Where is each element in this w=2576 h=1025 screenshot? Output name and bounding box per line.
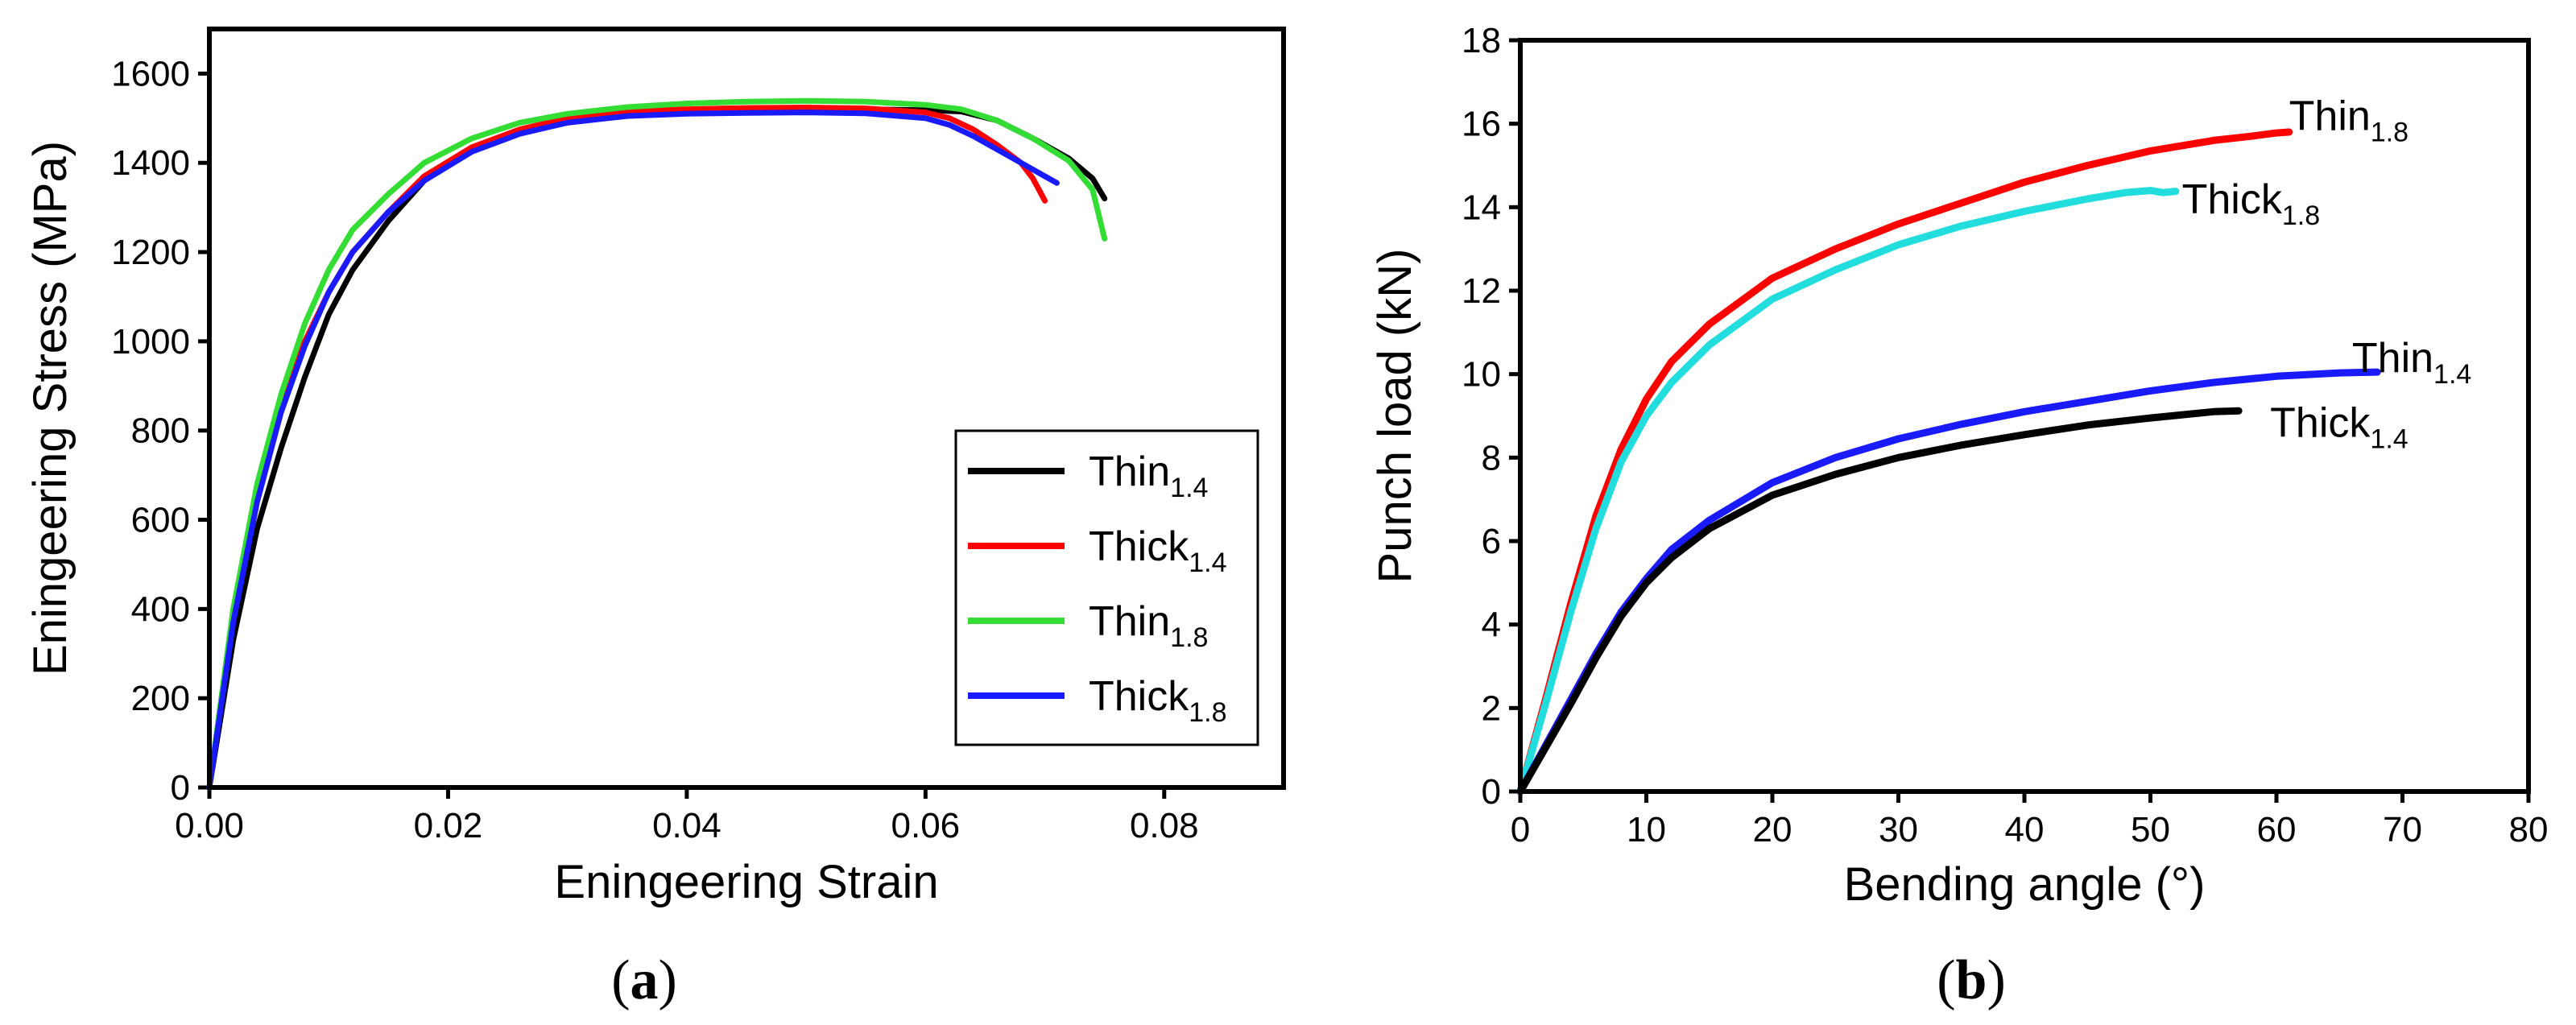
legend-label-thick-1-4: Thick1.4 xyxy=(1089,523,1227,578)
b-y-tick-label: 2 xyxy=(1482,688,1501,728)
a-x-tick-label: 0.06 xyxy=(891,806,961,845)
a-y-tick-label: 800 xyxy=(131,411,190,451)
legend-label-thin-1-4: Thin1.4 xyxy=(1089,448,1208,503)
panel-b-chart: 0 10 20 30 40 50 60 70 80 0 2 4 6 8 10 12 14 16 18 Bending… xyxy=(1369,21,2548,911)
annotation-thick-1-8: Thick1.8 xyxy=(2182,176,2321,231)
panel-b-y-axis-title: Punch load (kN) xyxy=(1369,249,1421,584)
a-y-tick-label: 1000 xyxy=(111,322,190,362)
a-series-line-thick-1-8 xyxy=(206,110,1060,791)
panel-b-x-axis-title: Bending angle (°) xyxy=(1844,858,2206,911)
b-x-tick-label: 80 xyxy=(2509,810,2549,849)
a-series-line-thin-1-8 xyxy=(206,97,1108,791)
a-y-tick-label: 0 xyxy=(171,768,190,808)
panel-a-plot-frame xyxy=(207,27,1286,790)
panel-a-legend: Thin1.4 Thick1.4 Thin1.8 Thick1.8 xyxy=(954,429,1259,746)
b-x-tick-label: 20 xyxy=(1753,810,1792,849)
b-y-tick-label: 4 xyxy=(1482,605,1501,645)
panel-a-chart: 0.00 0.02 0.04 0.06 0.08 0 200 400 600 800 1000 120… xyxy=(24,27,1286,908)
panel-a-caption-label: (a) xyxy=(611,949,677,1011)
a-x-tick-label: 0.02 xyxy=(414,806,483,845)
panel-b-caption-label: (b) xyxy=(1937,949,2006,1011)
b-y-tick-label: 18 xyxy=(1462,21,1501,60)
b-x-tick-label: 70 xyxy=(2383,810,2422,849)
a-x-tick-label: 0.08 xyxy=(1130,806,1199,845)
legend-label-thick-1-8: Thick1.8 xyxy=(1089,673,1227,728)
b-series-line-thick-1-8 xyxy=(1516,187,2180,796)
b-x-tick-label: 40 xyxy=(2005,810,2045,849)
a-y-tick-label: 600 xyxy=(131,501,190,540)
b-y-tick-label: 0 xyxy=(1482,772,1501,812)
legend-label-thin-1-8: Thin1.8 xyxy=(1089,598,1208,653)
a-y-tick-label: 200 xyxy=(131,679,190,718)
annotation-thin-1-4: Thin1.4 xyxy=(2352,335,2471,390)
b-y-tick-label: 8 xyxy=(1482,438,1501,477)
a-y-tick-label: 1600 xyxy=(111,54,190,93)
a-series-line-thick-1-4 xyxy=(206,105,1048,791)
a-x-tick-label: 0.00 xyxy=(175,806,244,845)
b-y-tick-label: 16 xyxy=(1462,105,1501,144)
b-x-tick-label: 50 xyxy=(2131,810,2170,849)
b-series-line-thick-1-4 xyxy=(1516,407,2243,796)
panel-a-x-axis-title: Eningeering Strain xyxy=(554,856,938,908)
b-series-line-thin-1-8 xyxy=(1516,128,2293,796)
a-y-tick-label: 1400 xyxy=(111,143,190,183)
b-y-tick-label: 6 xyxy=(1482,522,1501,561)
b-y-tick-label: 14 xyxy=(1462,188,1501,227)
b-y-tick-label: 12 xyxy=(1462,271,1501,311)
panel-b-plot-frame xyxy=(1518,38,2531,794)
a-x-tick-label: 0.04 xyxy=(652,806,722,845)
b-y-tick-label: 10 xyxy=(1462,355,1501,395)
a-y-tick-label: 400 xyxy=(131,589,190,629)
a-y-tick-label: 1200 xyxy=(111,233,190,272)
b-x-tick-label: 30 xyxy=(1879,810,1918,849)
b-x-tick-label: 10 xyxy=(1627,810,1666,849)
annotation-thin-1-8: Thin1.8 xyxy=(2289,93,2409,147)
b-x-tick-label: 0 xyxy=(1511,810,1530,849)
b-x-tick-label: 60 xyxy=(2257,810,2297,849)
panel-a-y-axis-title: Eningeering Stress (MPa) xyxy=(24,141,76,676)
annotation-thick-1-4: Thick1.4 xyxy=(2270,399,2409,454)
